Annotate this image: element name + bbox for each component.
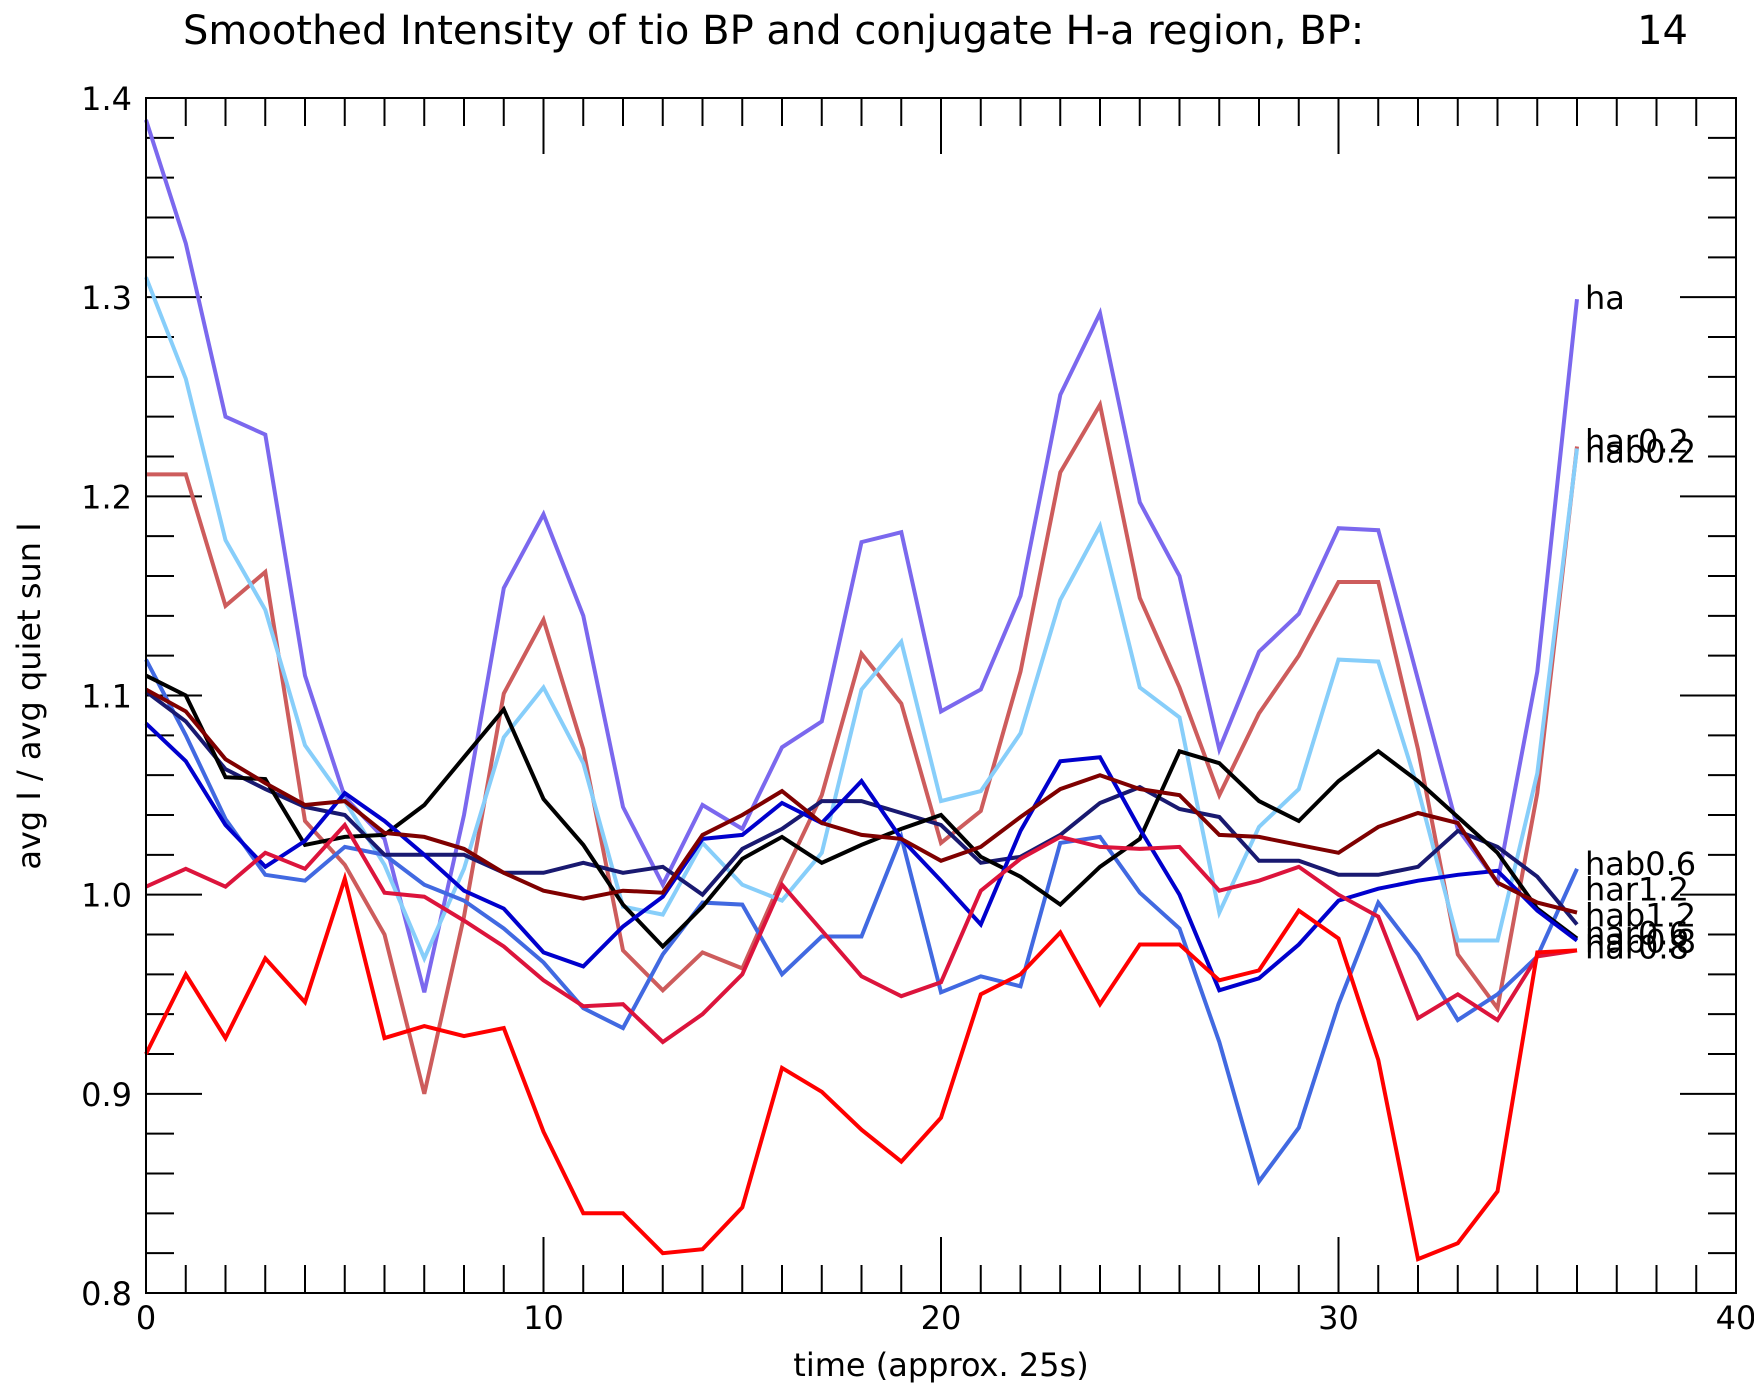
series-line-har1-2: [144, 689, 1579, 926]
series-line-har0-8: [145, 821, 1578, 1045]
series-end-label: ha: [1585, 279, 1625, 317]
y-tick-label: 1.1: [81, 678, 132, 716]
plot-frame: [145, 97, 1737, 1294]
y-tick-label: 1.2: [81, 478, 132, 516]
series-end-label: har0.6: [1585, 914, 1689, 952]
series-end-label: hab1.2: [1585, 897, 1696, 935]
x-tick-label: 0: [136, 1299, 156, 1337]
chart-title-value: 14: [1637, 8, 1688, 54]
y-tick-label: 0.9: [81, 1076, 132, 1114]
series-end-label: har0.8: [1585, 928, 1689, 966]
series-line-ha: [144, 119, 1579, 993]
y-axis-label: avg I / avg quiet sun I: [10, 522, 48, 869]
y-tick-label: 1.3: [81, 279, 132, 317]
series-line-hab0-8: [145, 687, 1578, 915]
series-line-unlabeled: [144, 871, 1578, 1262]
series-line-hab0-6: [144, 658, 1579, 1186]
series-line-har0-6: [144, 721, 1579, 993]
x-tick-label: 30: [1318, 1299, 1359, 1337]
x-tick-label: 40: [1716, 1299, 1754, 1337]
series-end-label: hab0.2: [1585, 433, 1696, 471]
series-end-label: hab0.8: [1585, 922, 1696, 960]
series-line-har0-2: [144, 276, 1579, 964]
series-end-label: har0.2: [1585, 423, 1689, 461]
series-end-label: har1.2: [1585, 871, 1689, 909]
series-lines: [144, 119, 1579, 1262]
x-axis-label: time (approx. 25s): [793, 1346, 1088, 1384]
chart-title: Smoothed Intensity of tio BP and conjuga…: [183, 8, 1364, 54]
x-tick-label: 20: [921, 1299, 962, 1337]
y-tick-label: 1.4: [81, 80, 132, 118]
x-tick-label: 10: [523, 1299, 564, 1337]
series-end-label: hab0.6: [1585, 845, 1696, 883]
tick-labels: 0 10 20 30 40 0.8 0.9 1.0 1.1 1.2 1.3 1.4: [81, 80, 1754, 1337]
y-tick-label: 1.0: [81, 877, 132, 915]
series-line-hab0-2: [146, 399, 1579, 1095]
y-tick-label: 0.8: [81, 1275, 132, 1313]
